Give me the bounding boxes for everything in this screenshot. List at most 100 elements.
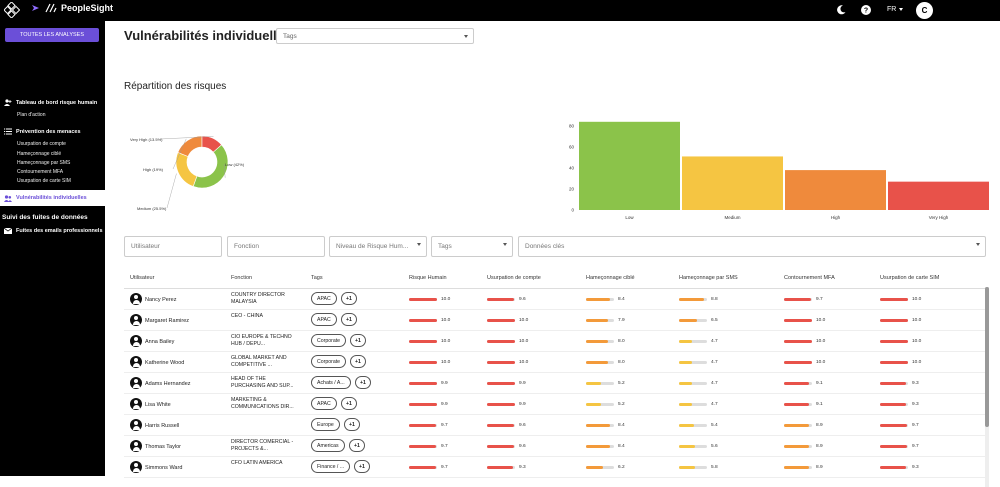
score-bar-fill bbox=[784, 340, 812, 343]
table-row[interactable]: Lisa White MARKETING & COMMUNICATIONS DIR… bbox=[124, 394, 986, 415]
tag-chip[interactable]: Achats / A... bbox=[311, 376, 351, 389]
more-tags-button[interactable]: +1 bbox=[344, 418, 360, 431]
function-filter-placeholder: Fonction bbox=[234, 243, 259, 250]
sidebar-item-dashboard[interactable]: Tableau de bord risque humain bbox=[4, 99, 97, 106]
sidebar-item-account-takeover[interactable]: Usurpation de compte bbox=[17, 141, 66, 147]
col-header-function[interactable]: Fonction bbox=[231, 275, 253, 281]
col-header-spear-phishing[interactable]: Hameçonnage ciblé bbox=[586, 275, 635, 281]
tag-chip[interactable]: Finance / ... bbox=[311, 460, 351, 473]
score-value: 5.8 bbox=[711, 465, 718, 470]
col-header-account-takeover[interactable]: Usurpation de compte bbox=[487, 275, 541, 281]
help-icon[interactable]: ? bbox=[860, 4, 872, 16]
score-bar-track bbox=[679, 340, 707, 343]
col-header-sim-swap[interactable]: Usurpation de carte SIM bbox=[880, 275, 940, 281]
score-bar-fill bbox=[679, 361, 693, 364]
score-bar-track bbox=[784, 403, 812, 406]
score-bar-fill bbox=[586, 298, 610, 301]
sidebar-item-mfa-bypass[interactable]: Contournement MFA bbox=[17, 169, 64, 175]
score-bar-fill bbox=[586, 382, 601, 385]
score-bar-track bbox=[784, 445, 812, 448]
key-data-placeholder: Données clés bbox=[525, 243, 565, 250]
score-value: 10.0 bbox=[816, 339, 826, 344]
score-value: 8.0 bbox=[618, 339, 625, 344]
score-bar-fill bbox=[784, 403, 810, 406]
table-row[interactable]: Simmons Ward CFO LATIN AMERICA Finance / .… bbox=[124, 457, 986, 478]
more-tags-button[interactable]: +1 bbox=[355, 376, 371, 389]
donut-leader-line bbox=[172, 138, 187, 170]
donut-slice-medium bbox=[175, 152, 198, 187]
score-value: 10.0 bbox=[912, 339, 922, 344]
score-value: 9.9 bbox=[519, 381, 526, 386]
score-bar-fill bbox=[880, 403, 907, 406]
sidebar-item-email-leaks[interactable]: Fuites des emails professionnels bbox=[4, 228, 103, 234]
tags-select[interactable]: Tags bbox=[276, 28, 474, 44]
score-bar-fill bbox=[409, 466, 437, 469]
user-function: MARKETING & COMMUNICATIONS DIR... bbox=[231, 397, 294, 410]
user-filter-placeholder: Utilisateur bbox=[131, 243, 160, 250]
score-value: 9.7 bbox=[912, 444, 919, 449]
tag-chip[interactable]: APAC bbox=[311, 313, 337, 326]
more-tags-button[interactable]: +1 bbox=[350, 334, 366, 347]
dark-mode-icon[interactable] bbox=[835, 4, 847, 16]
tag-chip[interactable]: APAC bbox=[311, 397, 337, 410]
col-header-human-risk[interactable]: Risque Humain bbox=[409, 275, 447, 281]
brand-name: PeopleSight bbox=[61, 3, 114, 13]
sidebar-item-spear-phishing[interactable]: Hameçonnage ciblé bbox=[17, 151, 62, 157]
score-value: 8.8 bbox=[711, 297, 718, 302]
table-row[interactable]: Thomas Taylor DIRECTOR COMERCIAL - PROJEC… bbox=[124, 436, 986, 457]
user-filter-input[interactable]: Utilisateur bbox=[124, 236, 222, 257]
donut-leader-line bbox=[159, 136, 214, 140]
table-scrollbar[interactable] bbox=[985, 287, 989, 487]
score-bar-fill bbox=[679, 382, 693, 385]
table-row[interactable]: Anna Bailey CIO EUROPE & TECHNO HUB / DEP… bbox=[124, 331, 986, 352]
user-avatar[interactable]: C bbox=[916, 2, 933, 19]
function-filter-input[interactable]: Fonction bbox=[227, 236, 325, 257]
sidebar-item-sms-phishing[interactable]: Hameçonnage par SMS bbox=[17, 160, 71, 166]
tags-filter-select[interactable]: Tags bbox=[431, 236, 513, 257]
score-value: 7.9 bbox=[618, 318, 625, 323]
score-value: 9.1 bbox=[816, 402, 823, 407]
table-row[interactable]: Katherine Wood GLOBAL MARKET AND COMPETIT… bbox=[124, 352, 986, 373]
key-data-select[interactable]: Données clés bbox=[518, 236, 986, 257]
table-row[interactable]: Adams Hernandez HEAD OF THE PURCHASING AN… bbox=[124, 373, 986, 394]
language-selector[interactable]: FR bbox=[887, 6, 904, 13]
col-header-tags[interactable]: Tags bbox=[311, 275, 323, 281]
user-function: DIRECTOR COMERCIAL - PROJECTS &... bbox=[231, 439, 294, 452]
col-header-mfa-bypass[interactable]: Contournement MFA bbox=[784, 275, 835, 281]
user-name: Simmons Ward bbox=[145, 465, 183, 471]
tag-chip[interactable]: Americas bbox=[311, 439, 345, 452]
score-bar-track bbox=[487, 403, 515, 406]
col-header-sms-phishing[interactable]: Hameçonnage par SMS bbox=[679, 275, 738, 281]
table-row[interactable]: Nancy Perez COUNTRY DIRECTOR MALAYSIA APAC… bbox=[124, 289, 986, 310]
risk-level-select[interactable]: Niveau de Risque Hum... bbox=[329, 236, 427, 257]
chevron-down-icon bbox=[899, 8, 904, 11]
more-tags-button[interactable]: +1 bbox=[350, 355, 366, 368]
tag-chip[interactable]: Europe bbox=[311, 418, 340, 431]
sidebar-item-action-plan[interactable]: Plan d'action bbox=[17, 112, 46, 118]
tag-chip[interactable]: Corporate bbox=[311, 355, 347, 368]
tag-chip[interactable]: Corporate bbox=[311, 334, 347, 347]
col-header-user[interactable]: Utilisateur bbox=[130, 275, 155, 281]
tag-chip[interactable]: APAC bbox=[311, 292, 337, 305]
more-tags-button[interactable]: +1 bbox=[341, 397, 357, 410]
users-icon bbox=[4, 99, 12, 106]
score-value: 10.0 bbox=[912, 318, 922, 323]
table-row[interactable]: Harris Russell Europe +1 9.7 9.6 8.4 5.4 8.9 9.7 bbox=[124, 415, 986, 436]
all-analyses-button[interactable]: TOUTES LES ANALYSES bbox=[5, 28, 99, 42]
table-row[interactable]: Margaret Ramirez CEO - CHINA APAC +1 10.0 10.… bbox=[124, 310, 986, 331]
sidebar-item-individual-vulnerabilities[interactable]: Vulnérabilités individuelles bbox=[0, 190, 105, 206]
brand[interactable]: PeopleSight bbox=[31, 3, 113, 13]
score-value: 10.0 bbox=[816, 318, 826, 323]
logo-icon[interactable] bbox=[4, 2, 20, 18]
score-bar-fill bbox=[784, 466, 809, 469]
more-tags-button[interactable]: +1 bbox=[349, 439, 365, 452]
user-name: Harris Russell bbox=[145, 423, 180, 429]
chevron-down-icon bbox=[464, 35, 468, 38]
more-tags-button[interactable]: +1 bbox=[341, 313, 357, 326]
scrollbar-thumb[interactable] bbox=[985, 287, 989, 427]
score-bar-track bbox=[880, 361, 908, 364]
more-tags-button[interactable]: +1 bbox=[354, 460, 370, 473]
sidebar-item-sim-swap[interactable]: Usurpation de carte SIM bbox=[17, 178, 71, 184]
more-tags-button[interactable]: +1 bbox=[341, 292, 357, 305]
sidebar-item-threat-prevention[interactable]: Prévention des menaces bbox=[4, 128, 81, 135]
